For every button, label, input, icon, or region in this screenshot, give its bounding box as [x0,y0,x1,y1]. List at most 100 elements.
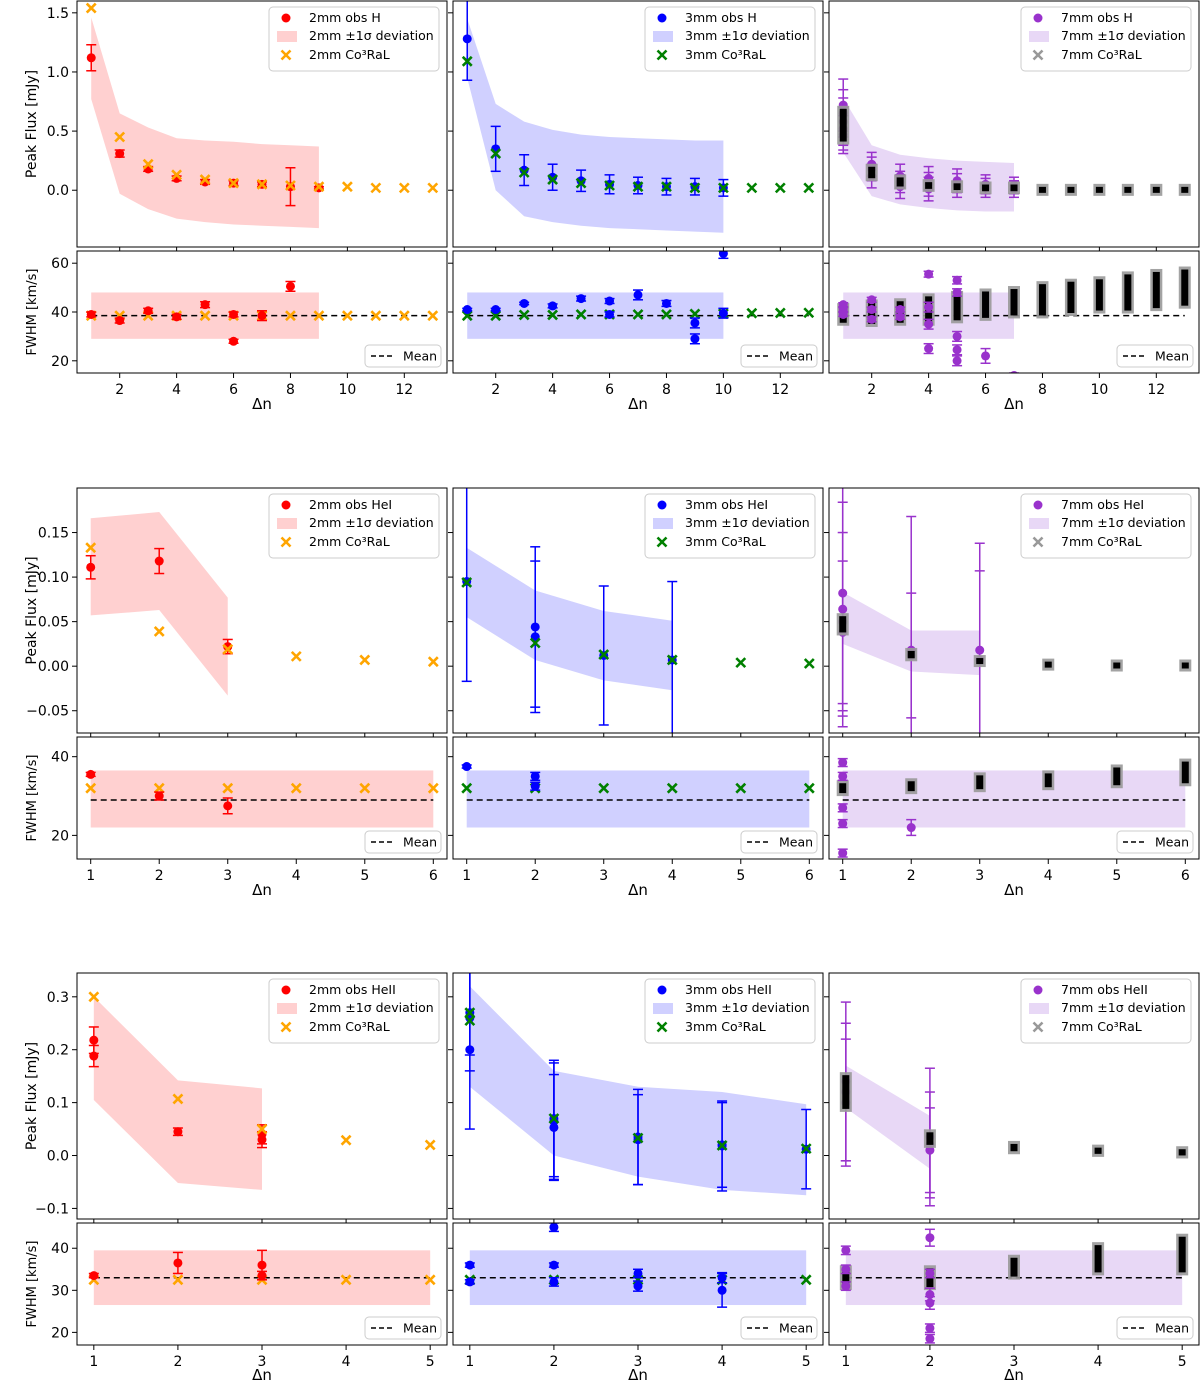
legend-box [1020,6,1192,72]
fwhm-obs-point [718,308,728,318]
fwhm-deviation-band [842,770,1186,828]
xtick-label: 1 [86,868,95,884]
fwhm-model-marker [575,309,587,320]
xtick-label: 3 [1010,1354,1019,1370]
fwhm-obs-point [173,1258,183,1268]
peak-deviation-band [467,18,724,233]
xtick-label: 5 [426,1354,435,1370]
peak-model-marker [153,626,165,637]
peak-obs-point [115,149,125,159]
fwhm-obs-point [200,300,210,310]
xtick-label: 3 [599,868,608,884]
legend-band-swatch [653,1003,673,1014]
xtick-label: 2 [549,1354,558,1370]
legend-mean-label: Mean [403,1321,437,1336]
xlabel: Δn [252,395,272,413]
fwhm-obs-point [633,1281,643,1291]
peak-ytick-label: 0.2 [47,1043,69,1059]
fwhm-obs-point [952,287,962,297]
peak-deviation-band [91,17,319,229]
fwhm-obs-point [465,1260,475,1270]
fwhm-model-stack-core [907,781,915,792]
peak-model-stack-core [1095,186,1103,193]
peak-model-marker [774,182,786,194]
xtick-label: 1 [841,1354,850,1370]
xlabel: Δn [1004,881,1024,899]
xtick-label: 12 [395,382,413,398]
peak-obs-point [576,176,586,186]
fwhm-obs-point [257,1260,267,1270]
fwhm-model-marker [461,782,473,794]
xlabel: Δn [1004,395,1024,413]
fwhm-model-marker [370,310,382,322]
xtick-label: 5 [1112,868,1121,884]
peak-model-marker [548,1113,560,1124]
peak-plot-area [464,973,812,1196]
legend-mean-label: Mean [779,349,813,364]
legend-model-label: 3mm Co³RaL [685,1019,766,1034]
peak-deviation-band [843,97,1014,212]
legend-deviation-label: 3mm ±1σ deviation [685,1000,810,1015]
fwhm-obs-point [867,295,877,305]
legend-deviation-label: 7mm ±1σ deviation [1061,28,1186,43]
fwhm-obs-point [841,1281,851,1291]
fwhm-obs-point [549,1277,559,1287]
peak-axes-frame [76,0,448,248]
fwhm-model-stack-core [1095,279,1103,311]
legend-deviation-label: 3mm ±1σ deviation [685,515,810,530]
peak-legend: 7mm obs HeI 7mm ±1σ deviation 7mm Co³RaL [1020,493,1192,559]
fwhm-obs-point [549,1223,559,1232]
legend-obs-label: 3mm obs H [685,10,757,25]
peak-model-marker [114,131,126,143]
fwhm-obs-point [633,1268,643,1278]
peak-model-marker [228,177,239,189]
peak-obs-point [925,1145,935,1155]
peak-model-marker [222,643,234,655]
fwhm-model-marker [172,1274,184,1286]
fwhm-obs-point [895,312,905,322]
legend-band-swatch [277,31,297,42]
fwhm-model-stack-core [953,293,961,321]
fwhm-model-marker [800,1274,812,1286]
fwhm-obs-point [154,791,164,801]
peak-model-stack-core [953,183,961,191]
fwhm-obs-point [86,769,96,779]
legend-mean-label: Mean [1155,835,1189,850]
fwhm-obs-point [867,314,877,324]
fwhm-plot-area [464,1223,812,1308]
fwhm-obs-point [257,1271,267,1281]
peak-legend: 3mm obs HeII 3mm ±1σ deviation 3mm Co³RaL [644,978,816,1044]
fwhm-ylabel: FWHM [km/s] [25,755,40,842]
fwhm-model-stack-core [976,775,984,790]
fwhm-plot-area [839,1228,1189,1344]
fwhm-model-stack-core [1178,1236,1186,1273]
peak-model-marker [464,1015,476,1027]
legend-mean-label: Mean [779,1321,813,1336]
peak-model-marker [85,542,97,554]
fwhm-model-stack-core [1094,1245,1102,1273]
fwhm-obs-point [576,294,586,304]
peak-model-marker [398,182,410,194]
fwhm-legend: Mean [1116,1316,1194,1340]
xlabel: Δn [252,881,272,899]
peak-model-stack-core [868,166,876,179]
xtick-label: 4 [342,1354,351,1370]
fwhm-ytick-label: 40 [51,305,69,321]
peak-legend: 2mm obs HeII 2mm ±1σ deviation 2mm Co³RaL [268,978,440,1044]
legend-obs-marker [281,985,291,995]
peak-model-marker [575,177,587,189]
fwhm-obs-point [838,758,848,768]
fwhm-obs-point [465,1277,475,1287]
xtick-label: 1 [465,1354,474,1370]
xlabel: Δn [628,1366,648,1383]
fwhm-obs-point [925,1233,935,1243]
xtick-label: 12 [1147,382,1165,398]
fwhm-ytick-label: 60 [51,256,69,272]
xtick-label: 10 [338,382,356,398]
peak-axes-frame [828,0,1200,248]
fwhm-model-stack-core [842,1268,850,1288]
xtick-label: 3 [634,1354,643,1370]
fwhm-model-stack-core [1152,271,1160,309]
peak-model-stack-core [1181,662,1189,669]
legend-model-marker [656,536,668,548]
